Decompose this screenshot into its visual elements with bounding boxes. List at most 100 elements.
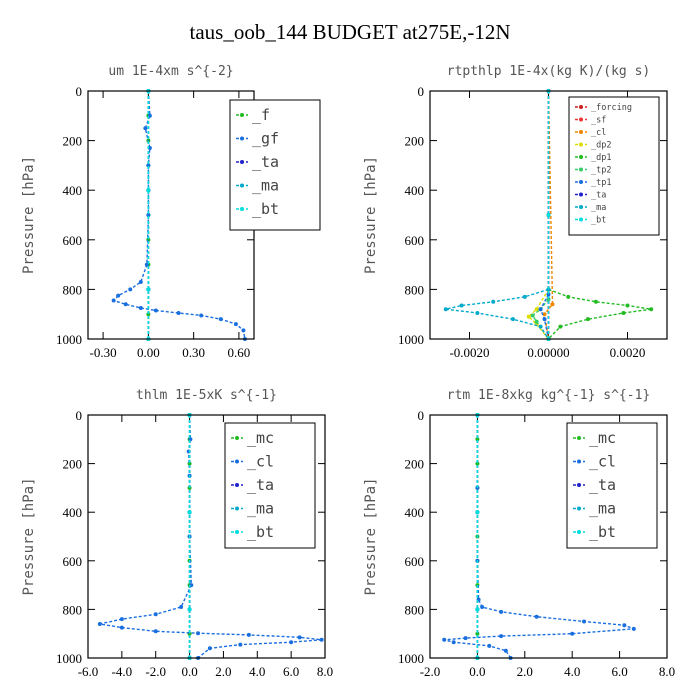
series-line-cl xyxy=(543,90,554,340)
data-point xyxy=(119,625,124,630)
legend-marker-dot xyxy=(240,113,244,117)
series-line-dp1 xyxy=(547,288,652,340)
data-point xyxy=(622,623,627,628)
data-point xyxy=(146,312,151,317)
y-axis-label: Pressure [hPa] xyxy=(21,156,37,274)
y-tick-label: 1000 xyxy=(56,651,82,666)
data-point xyxy=(542,317,547,322)
legend-marker-dot xyxy=(579,155,583,159)
y-tick-label: 0 xyxy=(76,84,83,99)
data-point xyxy=(187,510,192,515)
panel-title: rtpthlp 1E-4x(kg K)/(kg s) xyxy=(447,64,651,79)
panel-title: um 1E-4xm s^{-2} xyxy=(108,64,233,79)
legend-label: _ta xyxy=(247,476,274,494)
series-line-gf xyxy=(112,90,246,340)
data-point xyxy=(538,324,543,329)
legend-marker-dot xyxy=(235,436,239,440)
legend-marker-dot xyxy=(235,530,239,534)
legend: _f _gf _ta _ma _bt xyxy=(229,99,321,231)
y-tick-label: 400 xyxy=(405,505,425,520)
legend-marker-dot xyxy=(579,167,583,172)
legend-label: _ma xyxy=(591,203,606,213)
data-point xyxy=(534,614,539,619)
x-tick-label: 0.0 xyxy=(181,664,197,679)
data-point xyxy=(631,626,636,631)
data-point xyxy=(593,299,598,304)
data-point xyxy=(319,637,324,642)
legend-label: _f xyxy=(252,106,270,124)
legend-marker-dot xyxy=(577,506,581,511)
y-axis-label: Pressure [hPa] xyxy=(363,156,379,274)
legend: _forcing _sf _cl _dp2 _dp1 _tp2 _tp1 _ta _ma _bt xyxy=(568,96,660,236)
data-point xyxy=(475,510,480,515)
x-tick-label: 6.0 xyxy=(611,664,627,679)
data-point xyxy=(510,317,515,322)
y-tick-label: 800 xyxy=(63,282,83,297)
data-point xyxy=(238,642,243,647)
data-point xyxy=(146,188,151,193)
data-point xyxy=(111,298,116,303)
legend-label: _mc xyxy=(589,429,616,447)
y-tick-label: 600 xyxy=(63,233,83,248)
data-point xyxy=(621,310,626,315)
legend-marker-dot xyxy=(235,483,239,487)
legend-label: _forcing xyxy=(591,103,632,113)
x-tick-label: -0.30 xyxy=(90,345,117,360)
legend-label: _ta xyxy=(591,191,606,201)
data-point xyxy=(459,303,464,308)
legend-marker-dot xyxy=(579,192,583,197)
x-tick-label: 0.0020 xyxy=(610,345,646,360)
plot-frame xyxy=(429,90,668,340)
data-point xyxy=(443,307,448,312)
data-point xyxy=(550,302,555,307)
legend-label: _dp2 xyxy=(591,141,611,151)
legend-label: _bt xyxy=(252,200,279,218)
x-tick-label: 0.30 xyxy=(182,345,205,360)
x-tick-label: 0.00 xyxy=(137,345,160,360)
data-point xyxy=(241,328,246,333)
legend-label: _tp2 xyxy=(591,166,611,176)
data-point xyxy=(451,640,456,645)
data-point xyxy=(582,619,587,624)
legend-box xyxy=(566,422,658,549)
legend-box xyxy=(229,99,321,231)
panel-1: um 1E-4xm s^{-2} Pressure [hPa] 0 200 400 600… xyxy=(21,64,321,360)
y-tick-label: 600 xyxy=(63,554,83,569)
legend-marker-dot xyxy=(577,483,581,487)
x-tick-label: 0.00000 xyxy=(527,345,569,360)
data-point xyxy=(176,310,181,315)
data-point xyxy=(499,609,504,614)
data-point xyxy=(491,299,496,304)
legend-marker-dot xyxy=(577,459,581,464)
series-line-cl xyxy=(444,415,635,659)
legend-label: _gf xyxy=(252,130,279,148)
y-tick-label: 200 xyxy=(405,134,425,149)
y-tick-label: 1000 xyxy=(56,332,82,347)
y-tick-label: 400 xyxy=(63,183,83,198)
data-point xyxy=(586,317,590,322)
data-point xyxy=(97,621,102,626)
data-point xyxy=(207,646,212,651)
y-tick-label: 800 xyxy=(63,602,83,617)
figure-title: taus_oob_144 BUDGET at275E,-12N xyxy=(189,20,511,44)
y-tick-label: 0 xyxy=(418,408,425,423)
y-tick-label: 800 xyxy=(405,282,425,297)
y-tick-label: 200 xyxy=(63,134,83,149)
legend-marker-dot xyxy=(577,436,581,440)
legend: _mc _cl _ta _ma _bt xyxy=(566,422,658,549)
legend-label: _cl xyxy=(247,453,274,471)
data-point xyxy=(503,648,508,653)
y-tick-label: 600 xyxy=(405,554,425,569)
legend-marker-dot xyxy=(579,105,583,109)
series-line-tp1 xyxy=(539,294,550,340)
data-point xyxy=(649,307,654,312)
panel-2: rtpthlp 1E-4x(kg K)/(kg s) Pressure [hPa]… xyxy=(363,64,668,360)
legend-label: _ta xyxy=(589,476,616,494)
data-point xyxy=(123,302,128,307)
plot-frame xyxy=(429,414,668,659)
x-tick-label: 4.0 xyxy=(249,664,265,679)
x-tick-label: 6.0 xyxy=(283,664,299,679)
legend-marker-dot xyxy=(579,117,583,122)
x-tick-label: 2.0 xyxy=(215,664,231,679)
data-point xyxy=(475,437,480,442)
